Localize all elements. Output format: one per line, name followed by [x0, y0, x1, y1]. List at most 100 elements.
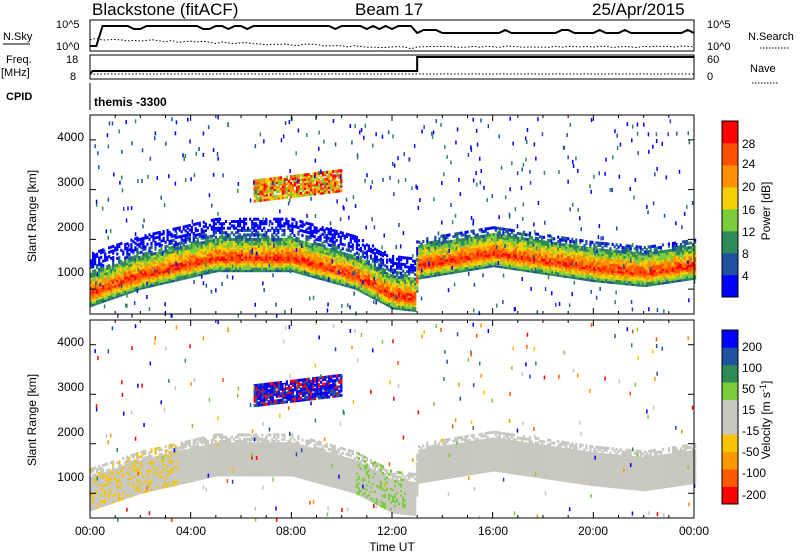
power-cell: [416, 240, 418, 243]
power-cell: [338, 251, 340, 254]
power-cell: [205, 223, 207, 226]
power-cell: [509, 233, 511, 236]
power-cell: [275, 218, 277, 221]
power-cell: [297, 237, 299, 240]
power-cell: [161, 240, 163, 243]
power-cell: [283, 229, 285, 232]
power-cell: [227, 227, 229, 230]
power-cell: [223, 231, 225, 234]
power-cell: [372, 265, 374, 268]
power-cell: [577, 245, 579, 248]
power-cell: [215, 218, 217, 221]
power-cell: [336, 246, 338, 249]
power-cell: [505, 235, 507, 238]
date-label: 25/Apr/2015: [592, 0, 685, 19]
power-cell: [372, 244, 374, 247]
power-cell: [161, 233, 163, 236]
power-cell: [229, 233, 231, 236]
power-cell: [134, 242, 136, 245]
power-cell: [320, 228, 322, 231]
power-cell: [406, 270, 408, 273]
power-cell: [191, 241, 193, 244]
power-cell: [165, 241, 167, 244]
power-cell: [197, 233, 199, 236]
power-cell: [271, 222, 273, 225]
power-cell: [430, 241, 432, 244]
power-cell: [332, 233, 334, 236]
power-cell: [362, 259, 364, 262]
power-cell: [195, 241, 197, 244]
power-cell: [394, 275, 396, 278]
nsearch-label: N.Search: [748, 31, 794, 43]
power-cell: [624, 246, 626, 249]
power-cell: [211, 235, 213, 238]
power-cell: [382, 259, 384, 262]
power-cell: [265, 218, 267, 221]
power-cell: [185, 229, 187, 232]
power-cell: [601, 242, 603, 245]
power-cell: [557, 240, 559, 243]
power-cell: [154, 232, 156, 235]
power-cell: [189, 233, 191, 236]
power-cell: [275, 238, 277, 241]
power-cell: [110, 266, 112, 269]
power-cell: [267, 229, 269, 232]
power-cell: [237, 229, 239, 232]
freq-label: Freq.: [6, 54, 32, 66]
power-cell: [316, 227, 318, 230]
power-cell: [165, 245, 167, 248]
power-cell: [307, 231, 309, 234]
nsky-panel: [90, 20, 694, 51]
power-cell: [235, 236, 237, 239]
power-cell: [380, 258, 382, 261]
power-cell: [446, 241, 448, 244]
power-cell: [477, 233, 479, 236]
power-cell: [605, 242, 607, 245]
power-cell: [183, 234, 185, 237]
power-cell: [346, 248, 348, 251]
power-cell: [120, 260, 122, 263]
power-cell: [305, 235, 307, 238]
power-cell: [591, 248, 593, 251]
power-cell: [561, 243, 563, 246]
power-cell: [408, 277, 410, 280]
power-cell: [465, 231, 467, 234]
power-cell: [434, 236, 436, 239]
power-cell: [303, 230, 305, 233]
power-cell: [575, 238, 577, 241]
radar-title: Blackstone (fitACF): [92, 0, 238, 19]
power-cell: [132, 249, 134, 252]
power-cell: [255, 222, 257, 225]
power-cell: [436, 240, 438, 243]
power-cell: [599, 242, 601, 245]
power-cell: [549, 239, 551, 242]
power-cell: [297, 231, 299, 234]
power-cell: [511, 236, 513, 239]
power-cell: [225, 220, 227, 223]
power-cell: [467, 235, 469, 238]
nsky-tick-bottom: 10^0: [56, 41, 80, 53]
power-cell: [340, 231, 342, 234]
power-cell: [225, 231, 227, 234]
power-cell: [408, 257, 410, 260]
power-cell: [402, 263, 404, 266]
power-cell: [400, 272, 402, 275]
power-cell: [515, 234, 517, 237]
power-cell: [106, 256, 108, 259]
power-cell: [122, 250, 124, 253]
power-cell: [142, 253, 144, 256]
power-cell: [310, 223, 312, 226]
power-cell: [233, 224, 235, 227]
power-cell: [537, 237, 539, 240]
power-cell: [150, 242, 152, 245]
power-cell: [364, 245, 366, 248]
freq-unit: [MHz]: [1, 67, 30, 79]
power-cell: [195, 223, 197, 226]
power-cell: [233, 233, 235, 236]
power-cell: [100, 256, 102, 259]
power-cell: [394, 262, 396, 265]
power-cell: [618, 246, 620, 249]
power-cell: [585, 240, 587, 243]
power-cell: [197, 222, 199, 225]
power-cell: [328, 228, 330, 231]
